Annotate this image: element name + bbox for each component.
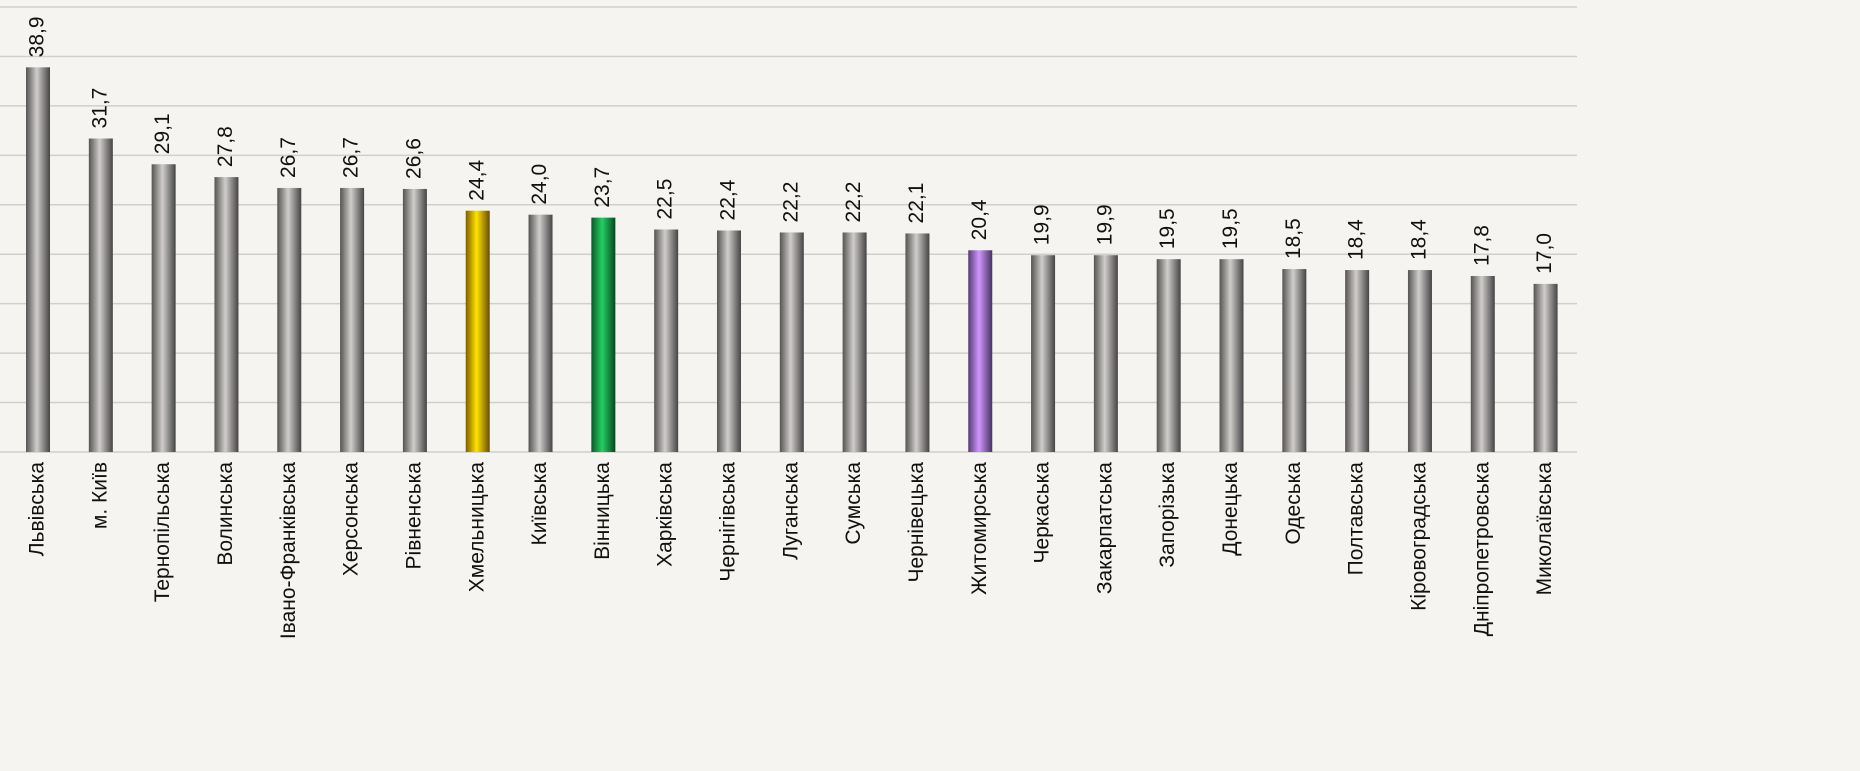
value-label: 29,1 [151, 113, 174, 154]
bar [905, 233, 930, 452]
x-tick-label: Чернівецька [905, 462, 928, 583]
x-tick-label: Миколаївська [1533, 462, 1556, 596]
value-label: 26,7 [277, 137, 300, 178]
bar [654, 229, 679, 452]
bar [1470, 275, 1495, 452]
x-tick-label: Запорізька [1156, 462, 1179, 568]
value-label: 19,5 [1156, 208, 1179, 249]
bar [1156, 259, 1181, 452]
bar [26, 67, 51, 453]
x-tick-label: Житомирська [968, 462, 991, 595]
x-tick-label: Херсонська [340, 462, 363, 576]
value-label: 18,4 [1408, 219, 1431, 260]
bar [716, 230, 741, 452]
value-label: 31,7 [88, 88, 111, 129]
x-tick-label: Тернопільська [151, 462, 174, 603]
value-label: 19,9 [1031, 204, 1054, 245]
x-tick-label: Чернігівська [717, 462, 740, 582]
value-label: 18,5 [1282, 218, 1305, 259]
bar [1282, 269, 1307, 452]
value-label: 24,4 [465, 160, 488, 201]
x-tick-label: Кіровоградська [1408, 462, 1431, 611]
x-tick-label: Вінницька [591, 462, 614, 560]
value-label: 22,5 [654, 179, 677, 220]
value-label: 22,2 [842, 182, 865, 223]
value-label: 17,0 [1533, 233, 1556, 274]
x-tick-label: Дніпропетровська [1470, 462, 1493, 637]
bar [340, 187, 365, 452]
bar [1031, 255, 1056, 452]
bar [277, 187, 302, 452]
x-tick-label: Рівненська [402, 462, 425, 570]
bar [1219, 259, 1244, 452]
bar [842, 232, 867, 452]
x-tick-label: Сумська [842, 462, 865, 545]
value-label: 23,7 [591, 167, 614, 208]
value-label: 26,7 [340, 137, 363, 178]
x-tick-label: м. Київ [88, 462, 111, 529]
bar [1093, 255, 1118, 452]
value-label: 22,4 [717, 179, 740, 220]
value-label: 19,9 [1093, 204, 1116, 245]
value-label: 20,4 [968, 199, 991, 240]
bar [88, 138, 113, 452]
x-tick-label: Донецька [1219, 462, 1242, 556]
value-label: 38,9 [26, 16, 49, 57]
value-label: 22,1 [905, 183, 928, 224]
x-tick-label: Харківська [654, 462, 677, 567]
x-tick-label: Одеська [1282, 462, 1305, 545]
value-label: 24,0 [528, 164, 551, 205]
bar [591, 217, 616, 452]
bar [465, 210, 490, 452]
bar [402, 188, 427, 452]
x-tick-label: Львівська [26, 462, 49, 557]
x-tick-label: Закарпатська [1093, 462, 1116, 594]
x-tick-label: Полтавська [1345, 462, 1368, 576]
value-label: 17,8 [1470, 225, 1493, 266]
value-label: 26,6 [402, 138, 425, 179]
bar [528, 214, 553, 452]
bar [214, 177, 239, 453]
x-tick-label: Волинська [214, 462, 237, 566]
bar [1345, 270, 1370, 452]
value-label: 18,4 [1345, 219, 1368, 260]
x-tick-label: Івано-Франківська [277, 462, 300, 639]
value-label: 27,8 [214, 126, 237, 167]
x-tick-label: Київська [528, 462, 551, 546]
x-tick-label: Луганська [779, 462, 802, 560]
x-tick-label: Черкаська [1031, 462, 1054, 564]
bar [968, 250, 993, 452]
x-tick-label: Хмельницька [465, 462, 488, 593]
value-label: 19,5 [1219, 208, 1242, 249]
bar [1407, 270, 1432, 452]
bar [1533, 283, 1558, 452]
value-label: 22,2 [779, 182, 802, 223]
bar [779, 232, 804, 452]
bar [151, 164, 176, 452]
